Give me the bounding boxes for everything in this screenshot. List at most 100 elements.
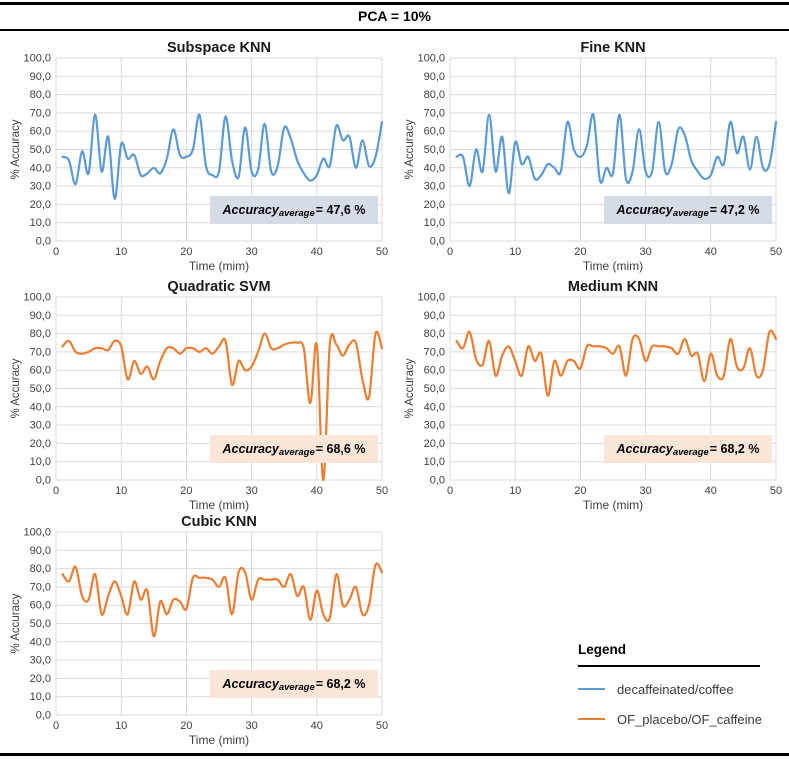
accuracy-average-badge: Accuracy average = 68,6 %: [210, 435, 378, 463]
legend-item-label: OF_placebo/OF_caffeine: [617, 711, 763, 727]
y-tick-label: 20,0: [30, 199, 51, 211]
x-tick-label: 50: [376, 246, 388, 258]
x-axis-label: Time (mim): [188, 259, 250, 273]
accuracy-subscript: average: [278, 446, 315, 458]
y-tick-label: 40,0: [424, 162, 445, 174]
y-tick-label: 10,0: [30, 456, 51, 468]
series-line: [61, 330, 384, 482]
legend: Legend decaffeinated/coffee OF_placebo/O…: [578, 642, 763, 727]
y-tick-label: 80,0: [30, 89, 51, 101]
accuracy-label: Accuracy: [222, 203, 279, 217]
x-tick-label: 10: [115, 720, 127, 732]
y-tick-label: 30,0: [30, 420, 51, 432]
y-tick-label: 30,0: [424, 181, 445, 193]
top-border-rule: [0, 2, 789, 5]
plot-area: 100,090,080,070,060,050,040,030,020,010,…: [417, 292, 782, 498]
y-tick-label: 100,0: [417, 53, 445, 65]
x-tick-label: 50: [376, 485, 388, 497]
x-tick-label: 30: [245, 720, 257, 732]
y-tick-label: 70,0: [30, 581, 51, 593]
x-tick-label: 30: [245, 246, 257, 258]
y-tick-label: 50,0: [424, 144, 445, 156]
y-tick-label: 80,0: [30, 328, 51, 340]
y-tick-label: 20,0: [424, 438, 445, 450]
x-axis-label: Time (mim): [188, 498, 250, 512]
accuracy-average-badge: Accuracy average = 68,2 %: [604, 435, 772, 463]
x-tick-label: 20: [180, 485, 192, 497]
x-tick-label: 0: [447, 485, 453, 497]
legend-title: Legend: [578, 642, 627, 657]
y-tick-label: 60,0: [30, 365, 51, 377]
accuracy-value: = 47,6 %: [315, 203, 366, 217]
x-tick-label: 0: [53, 720, 59, 732]
bottom-border-rule: [0, 753, 789, 756]
accuracy-average-badge: Accuracy average = 47,6 %: [210, 196, 378, 224]
accuracy-subscript: average: [672, 207, 709, 219]
y-tick-label: 100,0: [23, 292, 51, 304]
chart-fine-knn: Fine KNN% Accuracy 100,0 90,0 80,0 70,0 60,0 5…: [400, 40, 784, 275]
y-tick-label: 70,0: [30, 346, 51, 358]
page-title: PCA = 10%: [357, 8, 431, 24]
x-axis-label: Time (mim): [582, 259, 644, 273]
accuracy-value: = 68,2 %: [315, 677, 366, 691]
x-tick-label: 50: [770, 246, 782, 258]
y-tick-label: 40,0: [30, 401, 51, 413]
x-tick-label: 50: [770, 485, 782, 497]
y-tick-label: 10,0: [30, 217, 51, 229]
y-tick-label: 0,0: [36, 236, 51, 248]
accuracy-label: Accuracy: [616, 442, 673, 456]
plot-area: 100,090,080,070,060,050,040,030,020,010,…: [23, 53, 388, 259]
chart-subspace-knn: Subspace KNN% Accuracy 100,0 90,0 80,0 70,0 6…: [6, 40, 390, 275]
x-tick-label: 20: [574, 246, 586, 258]
accuracy-value: = 47,2 %: [709, 203, 760, 217]
y-tick-label: 40,0: [30, 636, 51, 648]
legend-item-of-placebo-of-caffeine: OF_placebo/OF_caffeine: [578, 711, 763, 727]
accuracy-average-badge: Accuracy average = 47,2 %: [604, 196, 772, 224]
y-tick-label: 30,0: [30, 181, 51, 193]
y-tick-label: 10,0: [30, 691, 51, 703]
accuracy-subscript: average: [278, 681, 315, 693]
y-tick-label: 100,0: [23, 527, 51, 539]
legend-item-label: decaffeinated/coffee: [617, 681, 734, 697]
plot-area: 100,090,080,070,060,050,040,030,020,010,…: [23, 527, 388, 733]
chart-title: Quadratic SVM: [167, 279, 271, 295]
y-tick-label: 80,0: [424, 328, 445, 340]
x-tick-label: 20: [180, 246, 192, 258]
accuracy-label: Accuracy: [616, 203, 673, 217]
plot-area: 100,090,080,070,060,050,040,030,020,010,…: [23, 292, 388, 498]
x-tick-label: 20: [574, 485, 586, 497]
y-tick-label: 50,0: [424, 383, 445, 395]
series-line: [61, 113, 384, 201]
accuracy-value: = 68,2 %: [709, 442, 760, 456]
y-tick-label: 40,0: [424, 401, 445, 413]
chart-title: Cubic KNN: [181, 514, 257, 530]
legend-item-decaffeinated-coffee: decaffeinated/coffee: [578, 682, 760, 697]
y-tick-label: 40,0: [30, 162, 51, 174]
y-tick-label: 60,0: [424, 365, 445, 377]
x-tick-label: 40: [311, 246, 323, 258]
x-tick-label: 30: [245, 485, 257, 497]
y-tick-label: 0,0: [36, 475, 51, 487]
series-line: [61, 562, 384, 638]
accuracy-value: = 68,6 %: [315, 442, 366, 456]
chart-title: Medium KNN: [567, 279, 659, 295]
y-tick-label: 0,0: [430, 475, 445, 487]
x-tick-label: 40: [311, 720, 323, 732]
accuracy-label: Accuracy: [222, 442, 279, 456]
y-tick-label: 90,0: [30, 310, 51, 322]
blue-line-swatch-icon: [578, 687, 605, 691]
plot-area: 100,090,080,070,060,050,040,030,020,010,…: [417, 53, 782, 259]
accuracy-average-badge: Accuracy average = 68,2 %: [210, 670, 378, 698]
y-tick-label: 50,0: [30, 618, 51, 630]
y-tick-label: 80,0: [30, 563, 51, 575]
y-tick-label: 50,0: [30, 383, 51, 395]
accuracy-subscript: average: [278, 207, 315, 219]
x-tick-label: 0: [447, 246, 453, 258]
y-tick-label: 90,0: [424, 71, 445, 83]
x-tick-label: 10: [509, 485, 521, 497]
x-tick-label: 50: [376, 720, 388, 732]
x-tick-label: 40: [311, 485, 323, 497]
y-tick-label: 30,0: [424, 420, 445, 432]
x-tick-label: 30: [639, 485, 651, 497]
x-axis-label: Time (mim): [582, 498, 644, 512]
